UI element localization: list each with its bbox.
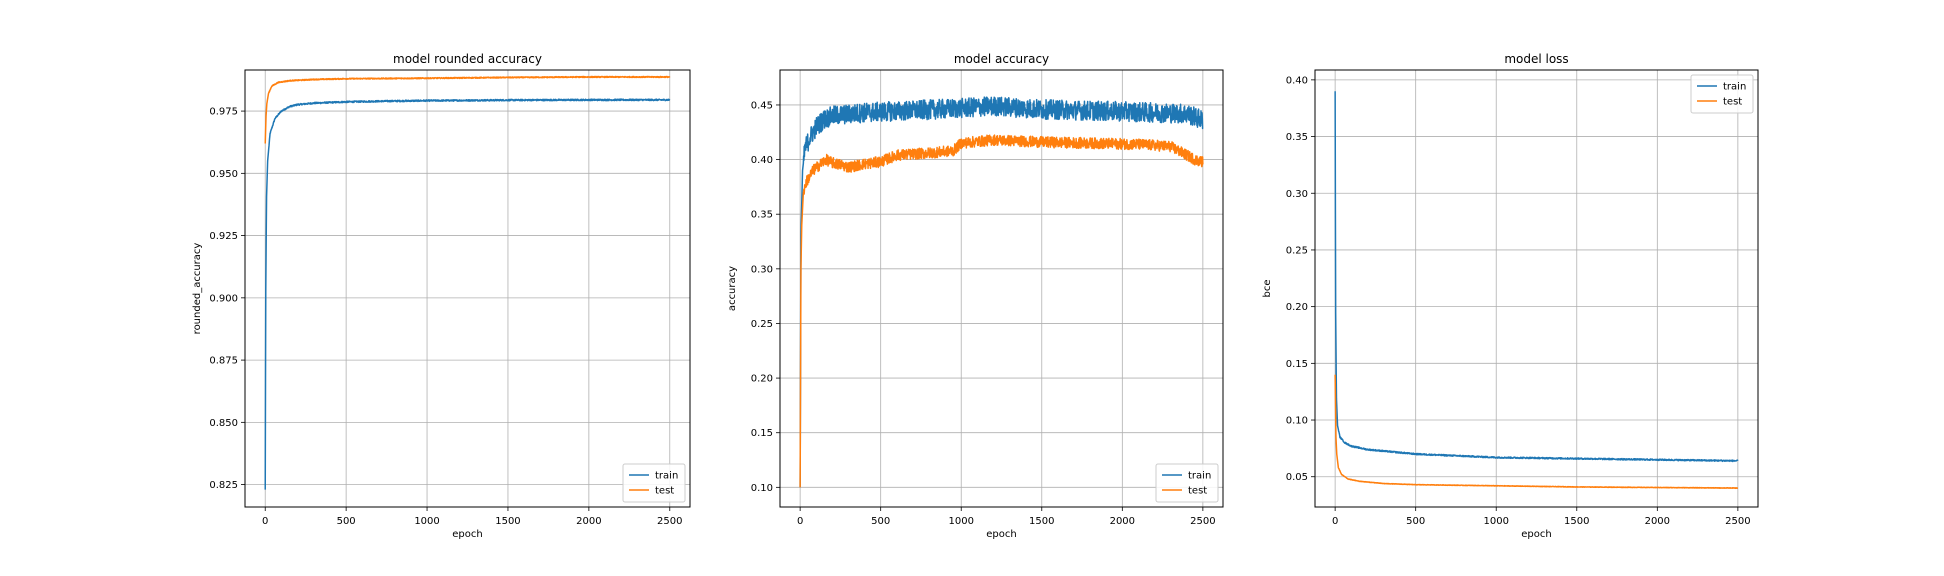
chart-title: model accuracy xyxy=(954,52,1049,66)
y-tick-label: 0.925 xyxy=(209,231,238,242)
y-axis-label: accuracy xyxy=(727,266,738,311)
y-tick-label: 0.900 xyxy=(209,293,238,304)
x-tick-label: 2000 xyxy=(1110,516,1135,527)
y-tick-label: 0.20 xyxy=(1286,302,1308,313)
x-tick-label: 0 xyxy=(262,516,268,527)
y-tick-label: 0.45 xyxy=(751,100,773,111)
legend-label-train: train xyxy=(655,471,678,482)
x-tick-label: 2000 xyxy=(1645,516,1670,527)
chart-panel-2: 0 500 1000 1500 2000 2500 0.10 0.15 0.20 0.25 0.30… xyxy=(727,52,1224,540)
x-axis-label: epoch xyxy=(986,529,1016,540)
y-tick-label: 0.850 xyxy=(209,418,238,429)
y-tick-label: 0.05 xyxy=(1286,472,1308,483)
series-line-test xyxy=(1334,374,1739,490)
x-tick-label: 1500 xyxy=(1564,516,1589,527)
legend: train test xyxy=(1690,74,1754,114)
x-tick-label: 500 xyxy=(871,516,890,527)
y-tick-label: 0.950 xyxy=(209,169,238,180)
x-tick-label: 1000 xyxy=(949,516,974,527)
chart-title: model rounded accuracy xyxy=(393,52,542,66)
chart-title: model loss xyxy=(1504,52,1568,66)
legend-label-test: test xyxy=(1723,97,1742,108)
y-tick-label: 0.25 xyxy=(1286,245,1308,256)
x-tick-label: 500 xyxy=(1406,516,1425,527)
x-tick-label: 2000 xyxy=(576,516,601,527)
y-axis-label: bce xyxy=(1262,280,1273,298)
chart-panel-1: 0 500 1000 1500 2000 2500 0.825 0.850 0.875 0.900… xyxy=(192,52,691,540)
y-tick-label: 0.10 xyxy=(1286,416,1308,427)
y-tick-label: 0.15 xyxy=(1286,359,1308,370)
legend-label-test: test xyxy=(655,486,674,497)
y-tick-label: 0.825 xyxy=(209,480,238,491)
legend: train test xyxy=(622,463,686,503)
y-tick-label: 0.25 xyxy=(751,319,773,330)
x-tick-label: 2500 xyxy=(1190,516,1215,527)
y-tick-label: 0.40 xyxy=(1286,75,1308,86)
legend-box xyxy=(1690,74,1754,114)
legend-label-train: train xyxy=(1723,82,1746,93)
legend-box xyxy=(622,463,686,503)
x-tick-label: 1500 xyxy=(1029,516,1054,527)
legend-label-test: test xyxy=(1188,486,1207,497)
x-tick-label: 1000 xyxy=(414,516,439,527)
x-axis-label: epoch xyxy=(452,529,482,540)
axes-frame xyxy=(1314,69,1759,508)
x-axis-label: epoch xyxy=(1521,529,1551,540)
legend-label-train: train xyxy=(1188,471,1211,482)
legend-box xyxy=(1155,463,1219,503)
x-tick-label: 0 xyxy=(797,516,803,527)
y-tick-label: 0.20 xyxy=(751,374,773,385)
y-tick-label: 0.875 xyxy=(209,356,238,367)
chart-panel-3: 0 500 1000 1500 2000 2500 0.05 0.10 0.15 0.20 0.25… xyxy=(1262,52,1759,540)
x-tick-label: 1000 xyxy=(1484,516,1509,527)
x-tick-label: 2500 xyxy=(657,516,682,527)
y-tick-label: 0.30 xyxy=(751,264,773,275)
y-tick-label: 0.35 xyxy=(1286,132,1308,143)
y-tick-label: 0.40 xyxy=(751,155,773,166)
y-tick-label: 0.10 xyxy=(751,483,773,494)
series-line-test xyxy=(264,75,671,144)
y-tick-label: 0.975 xyxy=(209,107,238,118)
y-tick-label: 0.15 xyxy=(751,428,773,439)
y-axis-label: rounded_accuracy xyxy=(192,243,203,335)
legend: train test xyxy=(1155,463,1219,503)
x-tick-label: 0 xyxy=(1332,516,1338,527)
series-line-train xyxy=(264,98,671,490)
series-line-train xyxy=(1334,91,1739,463)
x-tick-label: 500 xyxy=(337,516,356,527)
series-line-test xyxy=(799,134,1204,488)
series-line-train xyxy=(799,96,1204,488)
y-tick-label: 0.35 xyxy=(751,210,773,221)
x-tick-label: 2500 xyxy=(1725,516,1750,527)
x-tick-label: 1500 xyxy=(495,516,520,527)
y-tick-label: 0.30 xyxy=(1286,189,1308,200)
axes-frame xyxy=(779,69,1224,508)
axes-frame xyxy=(244,69,691,508)
